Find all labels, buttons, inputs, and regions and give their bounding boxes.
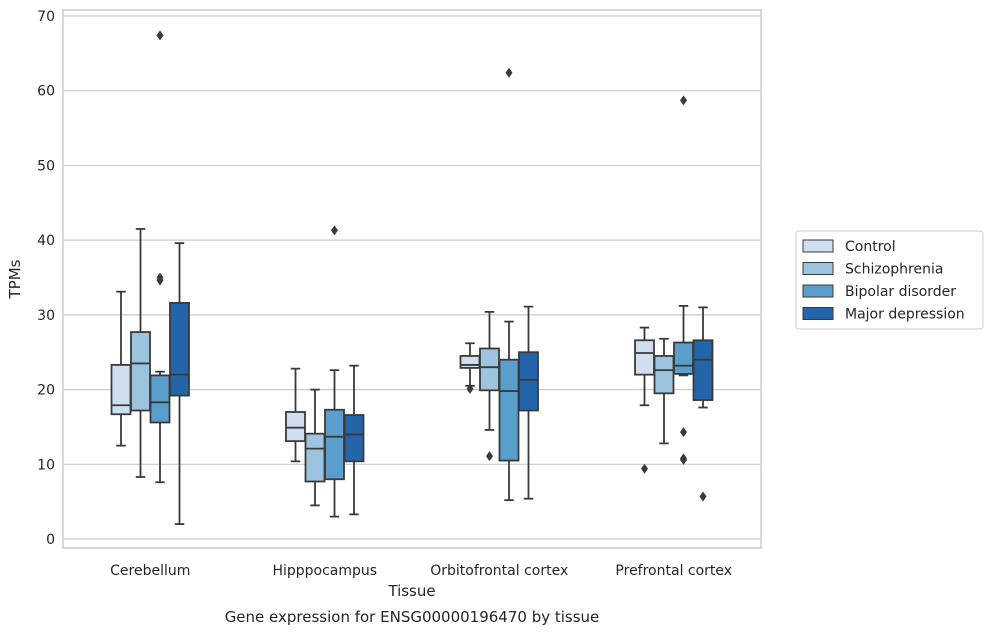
legend-swatch <box>802 262 834 275</box>
legend-swatch <box>802 284 834 298</box>
legend-label: Major depression <box>845 307 965 323</box>
y-axis-title: TPMs <box>6 259 24 299</box>
box-iqr <box>110 364 132 416</box>
box-iqr <box>518 351 539 412</box>
box-iqr <box>459 355 481 369</box>
box <box>498 67 520 502</box>
outlier-point <box>641 463 648 474</box>
y-tick-label: 20 <box>37 383 55 399</box>
y-tick-label: 60 <box>37 84 55 100</box>
outlier-point <box>156 30 164 41</box>
legend-frame <box>795 230 984 330</box>
box <box>169 242 190 525</box>
outlier-point <box>680 454 687 465</box>
outlier-point <box>156 272 164 283</box>
box-iqr <box>343 414 365 463</box>
box <box>149 30 171 484</box>
box <box>130 228 151 478</box>
legend-label: Schizophrenia <box>845 262 943 278</box>
y-tick-labels: 0 10 20 30 40 50 60 70 <box>37 9 55 548</box>
outlier-point <box>505 67 513 78</box>
x-tick-label: Hipppocampus <box>272 563 377 579</box>
x-axis-title: Tissue <box>387 582 435 600</box>
outlier-point <box>486 451 493 462</box>
outlier-point <box>699 491 707 502</box>
x-tick-label: Cerebellum <box>110 563 190 579</box>
box <box>518 305 539 500</box>
box <box>673 95 694 465</box>
outlier-point <box>331 225 338 236</box>
outlier-point <box>680 95 687 106</box>
box-iqr <box>479 347 500 392</box>
x-tick-label: Prefrontal cortex <box>615 563 732 579</box>
legend-swatch <box>802 307 834 320</box>
chart-caption: Gene expression for ENSG00000196470 by t… <box>225 608 600 626</box>
box-iqr <box>304 432 326 483</box>
legend-label: Bipolar disorder <box>845 284 956 300</box>
y-tick-label: 70 <box>37 9 55 25</box>
plot-frame <box>62 9 762 549</box>
box <box>285 367 306 463</box>
y-tick-label: 50 <box>37 158 55 174</box>
outlier-point <box>466 383 474 394</box>
legend-swatch <box>802 239 834 253</box>
box-iqr <box>692 339 714 401</box>
box <box>653 337 675 445</box>
box-groups <box>110 30 714 525</box>
legend: Control Schizophrenia Bipolar disorder Majo… <box>795 230 984 330</box>
y-tick-label: 0 <box>46 532 55 548</box>
y-tick-label: 30 <box>37 308 55 324</box>
box <box>459 342 481 394</box>
y-tick-label: 10 <box>37 457 55 473</box>
box <box>110 290 132 447</box>
box-iqr <box>634 339 655 376</box>
box-iqr <box>498 358 520 462</box>
box <box>304 388 326 507</box>
outlier-point <box>680 427 687 438</box>
box-iqr <box>653 355 675 395</box>
y-tick-label: 40 <box>37 233 55 249</box>
box-iqr <box>324 408 345 481</box>
box-iqr <box>130 331 151 412</box>
box-iqr <box>285 411 306 443</box>
box-iqr <box>149 374 171 424</box>
box-iqr <box>169 302 190 397</box>
box-iqr <box>673 341 694 375</box>
x-tick-labels: Cerebellum Hipppocampus Orbitofrontal cort… <box>110 563 732 579</box>
box <box>343 364 365 516</box>
x-tick-label: Orbitofrontal cortex <box>430 563 568 579</box>
legend-label: Control <box>845 239 896 255</box>
box <box>692 306 714 502</box>
